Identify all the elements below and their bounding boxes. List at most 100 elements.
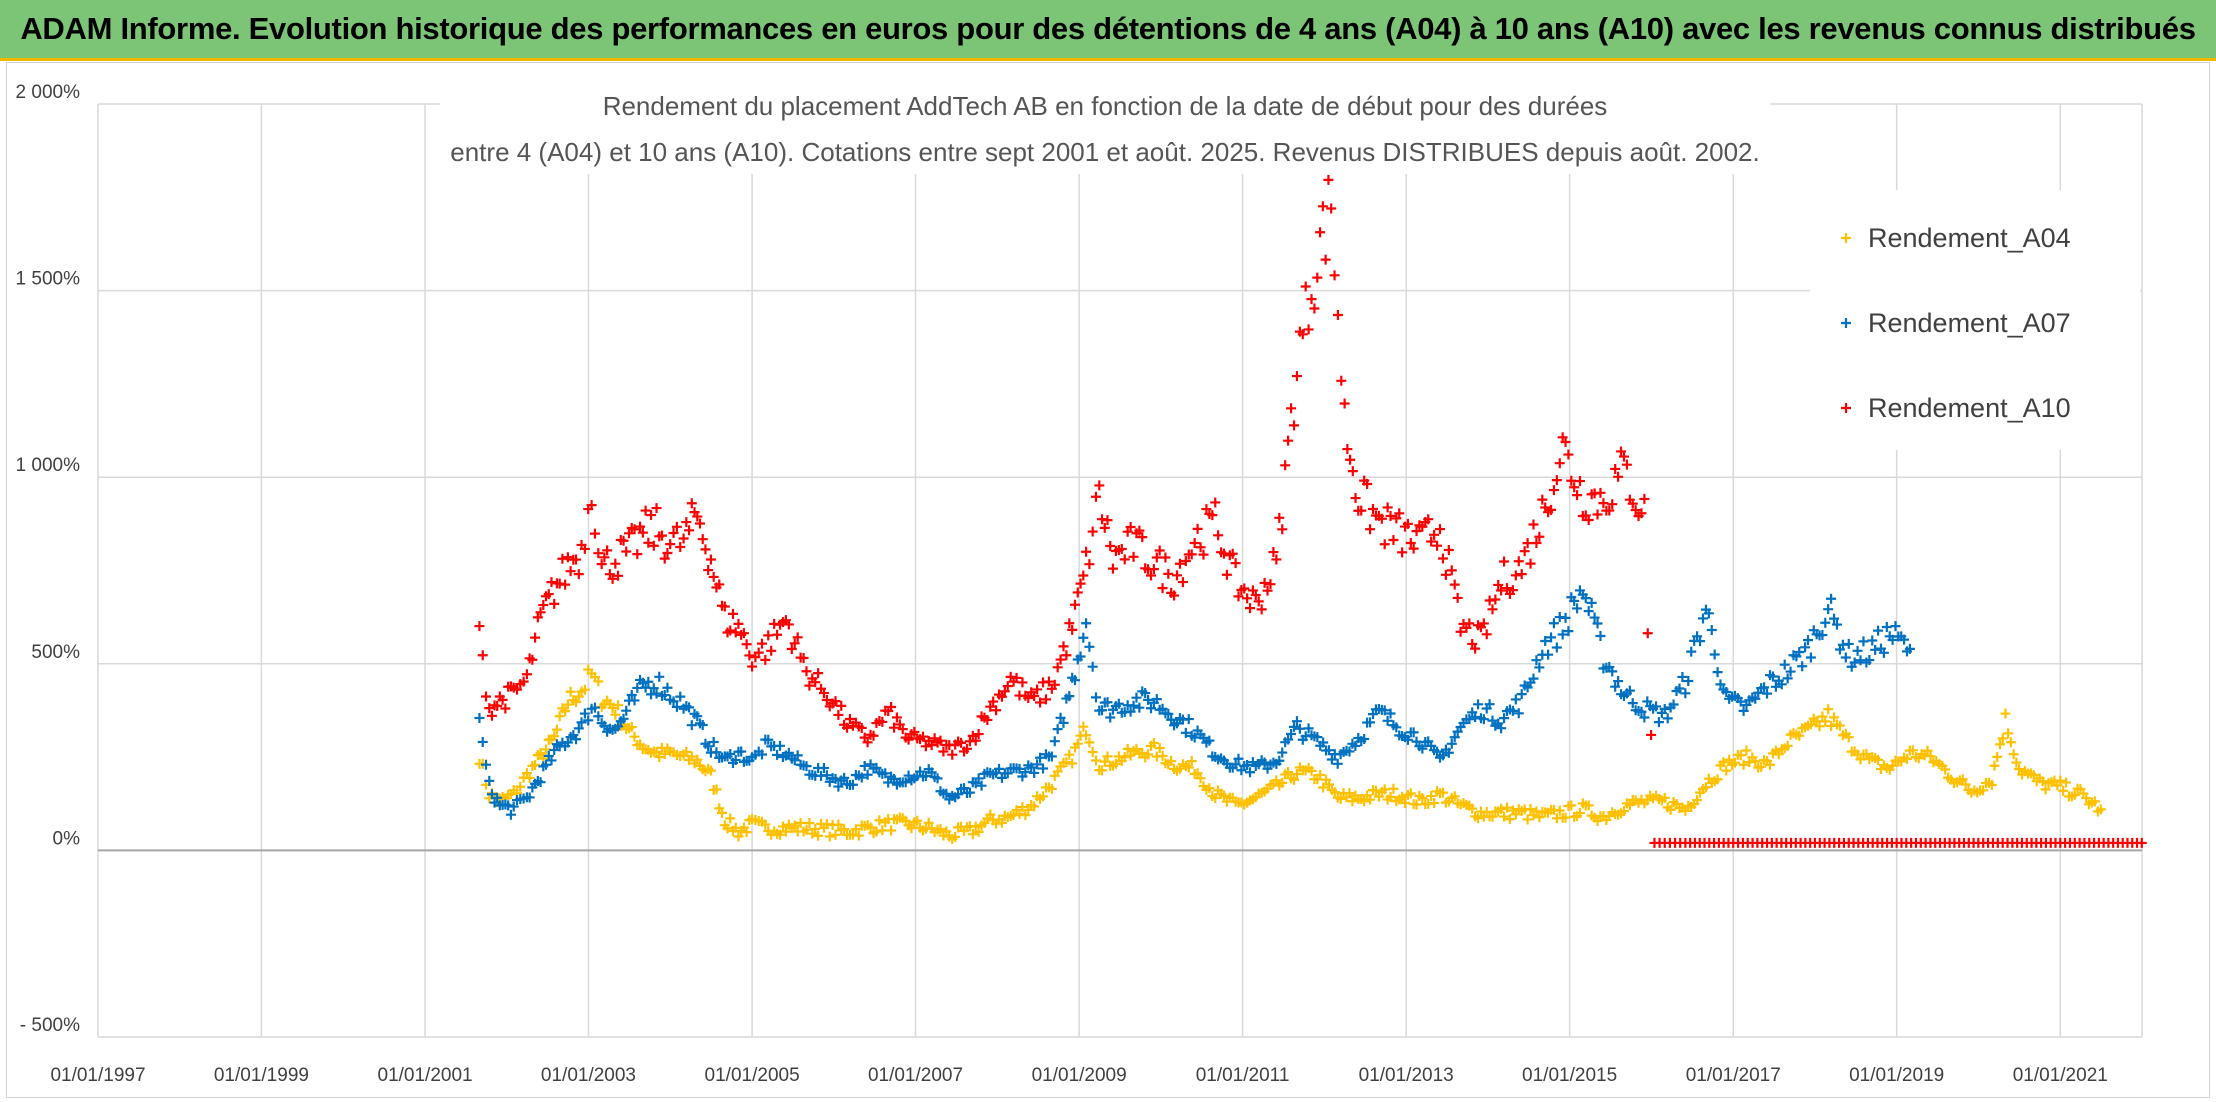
data-point (1326, 754, 1337, 765)
data-point (744, 650, 755, 661)
data-point (1204, 735, 1215, 746)
data-point (772, 629, 783, 640)
data-point (1344, 788, 1355, 799)
data-point (1432, 746, 1443, 757)
data-point (686, 751, 697, 762)
data-point (651, 688, 662, 699)
data-point (1834, 720, 1845, 731)
data-point (610, 709, 621, 720)
data-point (1131, 692, 1142, 703)
data-point (1312, 272, 1323, 283)
data-point (1429, 529, 1440, 540)
data-point (1370, 785, 1381, 796)
data-point (1345, 454, 1356, 465)
data-point (1496, 803, 1507, 814)
data-point (573, 723, 584, 734)
data-point (1160, 552, 1171, 563)
data-point (1665, 804, 1676, 815)
data-point (775, 829, 786, 840)
data-point (1437, 787, 1448, 798)
data-point (1154, 545, 1165, 556)
legend-marker (1841, 233, 1851, 243)
data-point (1218, 548, 1229, 559)
data-point (1435, 524, 1445, 535)
data-point (1303, 324, 1314, 335)
data-point (1510, 809, 1521, 820)
data-point (1087, 526, 1098, 537)
data-point (1195, 773, 1206, 784)
data-point (1729, 757, 1740, 768)
data-point (1417, 793, 1428, 804)
data-point (2008, 749, 2019, 760)
data-point (1411, 526, 1422, 537)
data-point (903, 734, 914, 745)
data-point (1335, 793, 1346, 804)
data-point (1323, 745, 1334, 756)
data-point (1957, 774, 1968, 785)
data-point (1294, 723, 1305, 734)
data-point (1245, 767, 1256, 778)
data-point (1770, 681, 1781, 692)
data-point (1268, 547, 1279, 558)
data-point (1146, 703, 1156, 714)
data-point (1546, 504, 1557, 515)
data-point (833, 781, 844, 792)
data-point (1274, 755, 1285, 766)
data-point (1499, 811, 1510, 822)
data-point (1659, 704, 1670, 715)
data-point (1230, 759, 1241, 770)
data-point (610, 558, 621, 569)
legend: Rendement_A04 Rendement_A07 Rendement_A1… (1810, 190, 2140, 450)
data-point (1116, 543, 1127, 554)
data-point (1286, 729, 1297, 740)
data-point (2037, 776, 2048, 787)
legend-label-a10: Rendement_A10 (1868, 393, 2071, 423)
data-point (1674, 683, 1685, 694)
data-point (2011, 757, 2022, 768)
x-tick-label: 01/01/2009 (1032, 1065, 1127, 1086)
data-point (1365, 524, 1376, 535)
data-point (618, 713, 629, 724)
data-point (1256, 604, 1267, 615)
data-point (996, 817, 1007, 828)
data-point (1583, 514, 1594, 525)
data-point (920, 770, 931, 781)
data-point (1362, 479, 1373, 490)
data-point (1613, 471, 1624, 482)
data-point (571, 696, 582, 707)
data-point (626, 722, 637, 733)
data-point (1543, 649, 1554, 660)
data-point (906, 823, 917, 834)
data-point (1592, 618, 1603, 629)
data-point (708, 571, 719, 582)
data-point (1078, 721, 1089, 732)
data-point (1662, 713, 1673, 724)
data-point (697, 534, 708, 545)
data-point (1569, 482, 1580, 493)
data-point (671, 521, 682, 532)
data-point (1078, 570, 1089, 581)
data-point (1186, 756, 1197, 767)
data-point (1356, 505, 1367, 516)
data-point (1347, 466, 1358, 477)
data-point (868, 730, 879, 741)
data-point (1721, 765, 1732, 776)
data-point (1773, 749, 1784, 760)
data-point (1794, 646, 1805, 657)
data-point (1163, 568, 1174, 579)
data-point (1242, 593, 1253, 604)
data-point (891, 712, 902, 723)
data-point (1642, 628, 1653, 639)
data-point (1437, 553, 1448, 564)
data-point (1610, 463, 1621, 474)
data-point (1487, 811, 1498, 822)
data-point (1510, 570, 1521, 581)
data-point (571, 734, 582, 745)
data-point (678, 533, 689, 544)
data-point (549, 731, 560, 742)
data-point (1411, 799, 1422, 810)
data-point (703, 565, 714, 576)
data-point (1090, 692, 1101, 703)
data-point (618, 535, 629, 546)
